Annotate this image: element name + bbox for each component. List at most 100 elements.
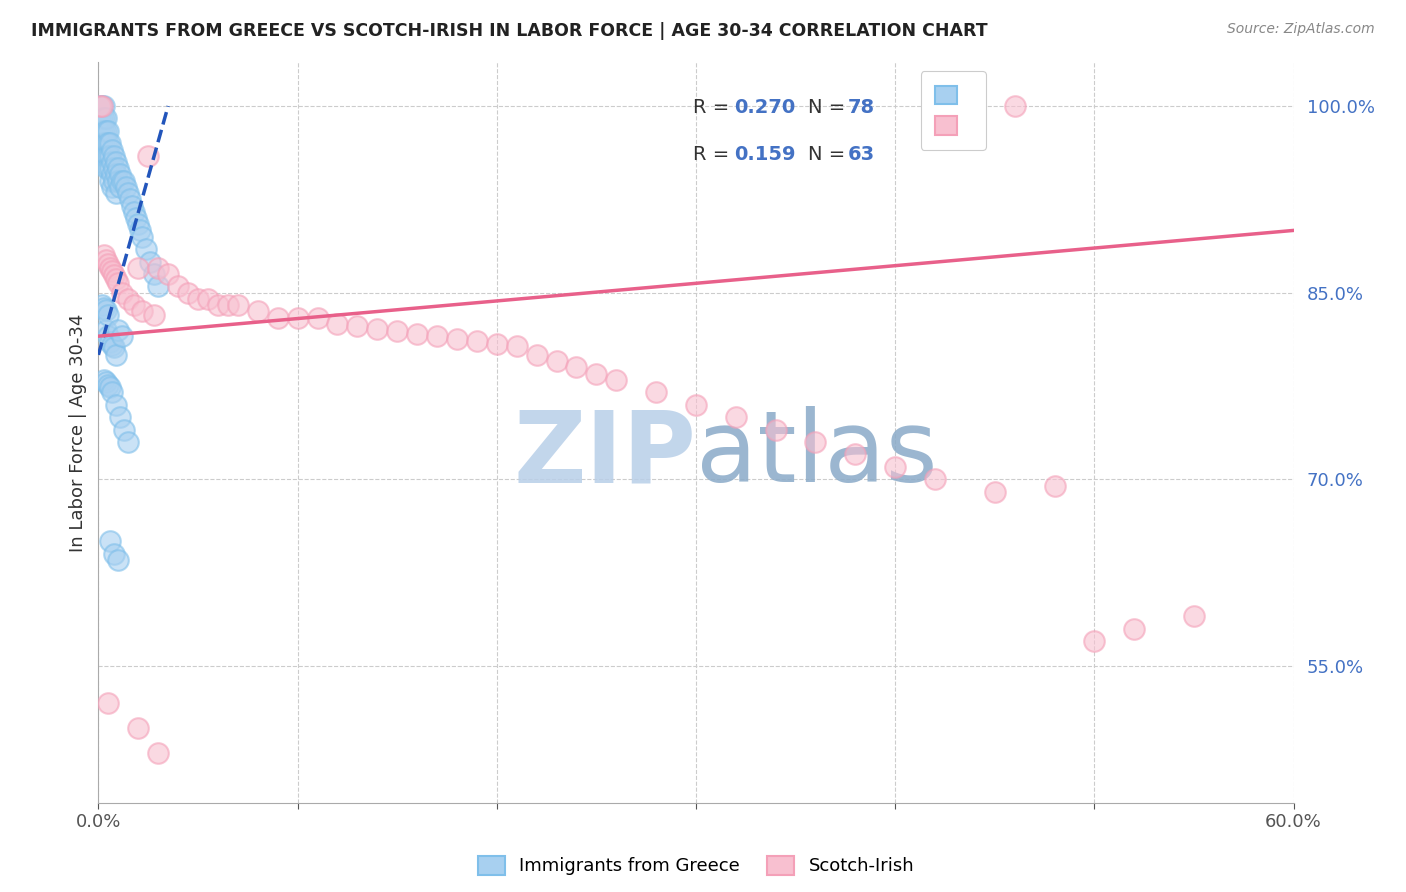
Point — [526, 348, 548, 362]
Point — [765, 423, 787, 437]
Point — [89, 124, 111, 138]
Point — [93, 124, 115, 138]
Point — [101, 385, 124, 400]
Point — [148, 260, 170, 275]
Point — [157, 267, 180, 281]
Text: 0.270: 0.270 — [734, 98, 796, 117]
Point — [97, 257, 120, 271]
Point — [98, 335, 122, 350]
Point — [105, 168, 128, 182]
Point — [101, 155, 124, 169]
Point — [115, 179, 138, 194]
Point — [111, 285, 134, 300]
Point — [167, 279, 190, 293]
Point — [307, 310, 329, 325]
Point — [1123, 622, 1146, 636]
Point — [101, 338, 124, 352]
Point — [136, 149, 159, 163]
Text: atlas: atlas — [696, 407, 938, 503]
Text: 78: 78 — [848, 98, 875, 117]
Point — [97, 149, 120, 163]
Point — [465, 334, 488, 348]
Point — [105, 398, 128, 412]
Point — [685, 398, 707, 412]
Point — [96, 376, 118, 390]
Point — [96, 323, 118, 337]
Point — [96, 303, 118, 318]
Point — [121, 198, 143, 212]
Point — [346, 319, 368, 334]
Point — [91, 298, 114, 312]
Point — [110, 179, 132, 194]
Point — [105, 272, 128, 286]
Point — [93, 373, 115, 387]
Point — [107, 161, 129, 176]
Point — [1004, 99, 1026, 113]
Text: N =: N = — [808, 145, 852, 163]
Point — [112, 423, 135, 437]
Point — [446, 332, 468, 346]
Point — [120, 192, 142, 206]
Point — [91, 112, 114, 126]
Point — [148, 279, 170, 293]
Point — [89, 112, 111, 126]
Point — [98, 380, 122, 394]
Point — [605, 373, 627, 387]
Point — [107, 323, 129, 337]
Point — [143, 267, 166, 281]
Point — [93, 149, 115, 163]
Point — [105, 186, 128, 200]
Point — [131, 229, 153, 244]
Point — [103, 268, 125, 283]
Point — [105, 348, 128, 362]
Point — [110, 410, 132, 425]
Point — [91, 136, 114, 151]
Point — [107, 553, 129, 567]
Point — [93, 248, 115, 262]
Point — [96, 112, 118, 126]
Point — [96, 149, 118, 163]
Point — [226, 298, 249, 312]
Point — [117, 434, 139, 449]
Point — [97, 136, 120, 151]
Point — [385, 324, 409, 338]
Point — [129, 223, 152, 237]
Point — [546, 354, 568, 368]
Point — [98, 149, 122, 163]
Point — [97, 696, 120, 710]
Legend: Immigrants from Greece, Scotch-Irish: Immigrants from Greece, Scotch-Irish — [471, 849, 921, 882]
Point — [884, 459, 907, 474]
Point — [124, 298, 146, 312]
Text: 0.159: 0.159 — [734, 145, 796, 163]
Point — [96, 124, 118, 138]
Point — [124, 204, 146, 219]
Point — [96, 136, 118, 151]
Point — [924, 472, 946, 486]
Point — [724, 410, 747, 425]
Text: N =: N = — [808, 98, 852, 117]
Point — [97, 161, 120, 176]
Point — [1083, 634, 1105, 648]
Point — [117, 292, 139, 306]
Point — [97, 124, 120, 138]
Point — [91, 124, 114, 138]
Point — [103, 547, 125, 561]
Point — [101, 179, 124, 194]
Point — [207, 298, 229, 312]
Point — [143, 308, 166, 322]
Point — [117, 186, 139, 200]
Point — [110, 168, 132, 182]
Text: R =: R = — [693, 98, 735, 117]
Point — [103, 174, 125, 188]
Y-axis label: In Labor Force | Age 30-34: In Labor Force | Age 30-34 — [69, 313, 87, 552]
Point — [139, 254, 162, 268]
Point — [98, 260, 122, 275]
Point — [103, 340, 125, 354]
Point — [1043, 478, 1066, 492]
Point — [125, 211, 148, 225]
Point — [585, 367, 607, 381]
Point — [98, 136, 122, 151]
Point — [101, 143, 124, 157]
Point — [127, 260, 149, 275]
Point — [366, 322, 388, 336]
